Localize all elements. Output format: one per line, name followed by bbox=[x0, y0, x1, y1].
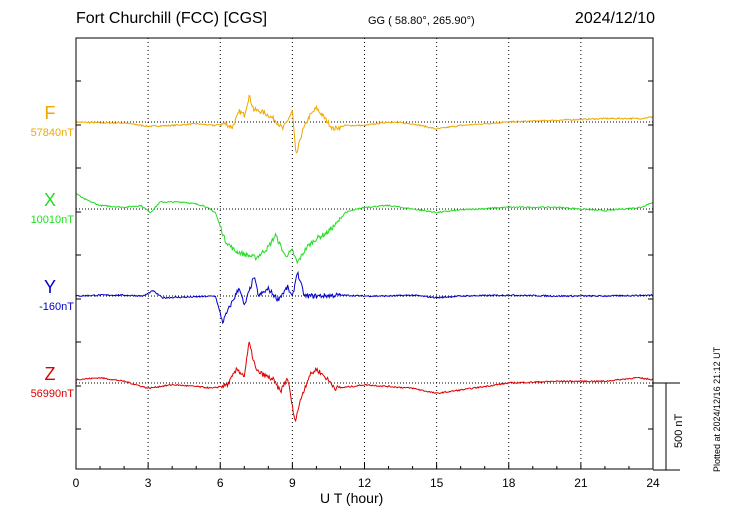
x-tick-label-12: 12 bbox=[357, 476, 372, 490]
channel-baseline-F: 57840nT bbox=[30, 127, 74, 139]
channel-baseline-Y: -160nT bbox=[39, 301, 74, 313]
x-axis-label: U T (hour) bbox=[320, 490, 384, 506]
trace-X bbox=[75, 193, 654, 265]
x-tick-label-15: 15 bbox=[429, 476, 444, 490]
baselines bbox=[76, 121, 653, 384]
channel-baseline-X: 10010nT bbox=[30, 214, 74, 226]
scale-bar bbox=[653, 382, 680, 471]
plotted-timestamp: Plotted at 2024/12/16 21:12 UT bbox=[712, 346, 722, 472]
trace-Z bbox=[75, 341, 654, 423]
channel-letter-F: F bbox=[44, 103, 56, 123]
channel-letter-Y: Y bbox=[43, 277, 56, 297]
plot-date: 2024/12/10 bbox=[574, 10, 655, 27]
channel-baseline-Z: 56990nT bbox=[30, 388, 74, 400]
x-tick-label-24: 24 bbox=[646, 476, 660, 490]
x-tick-label-18: 18 bbox=[502, 476, 516, 490]
scale-bar-label: 500 nT bbox=[673, 413, 685, 448]
traces bbox=[75, 94, 654, 423]
x-tick-label-9: 9 bbox=[289, 476, 296, 490]
geo-coordinates: GG ( 58.80°, 265.90°) bbox=[368, 15, 475, 27]
x-ticks bbox=[75, 80, 654, 469]
trace-Y bbox=[75, 270, 654, 325]
x-tick-label-0: 0 bbox=[72, 476, 80, 490]
x-tick-label-21: 21 bbox=[574, 476, 588, 490]
x-tick-label-3: 3 bbox=[144, 476, 152, 490]
grid bbox=[147, 38, 582, 469]
x-tick-label-6: 6 bbox=[216, 476, 224, 490]
station-title: Fort Churchill (FCC) [CGS] bbox=[76, 10, 268, 27]
trace-F bbox=[75, 94, 654, 154]
channel-letter-X: X bbox=[43, 190, 56, 210]
channel-letter-Z: Z bbox=[44, 364, 56, 384]
